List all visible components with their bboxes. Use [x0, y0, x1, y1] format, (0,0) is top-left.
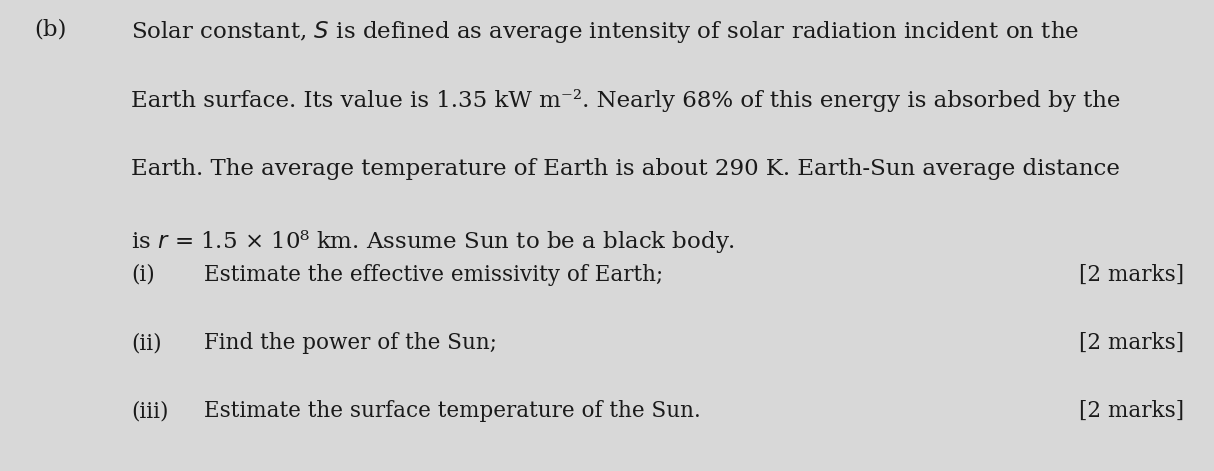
Text: Find the power of the Sun;: Find the power of the Sun; [204, 332, 497, 354]
Text: (ii): (ii) [131, 332, 161, 354]
Text: Earth. The average temperature of Earth is about 290 K. Earth-Sun average distan: Earth. The average temperature of Earth … [131, 158, 1121, 180]
Text: (iii): (iii) [131, 400, 169, 422]
Text: Estimate the effective emissivity of Earth;: Estimate the effective emissivity of Ear… [204, 264, 663, 286]
Text: Estimate the surface temperature of the Sun.: Estimate the surface temperature of the … [204, 400, 700, 422]
Text: Earth surface. Its value is 1.35 kW m⁻². Nearly 68% of this energy is absorbed b: Earth surface. Its value is 1.35 kW m⁻².… [131, 89, 1121, 112]
Text: is $r$ = 1.5 × 10⁸ km. Assume Sun to be a black body.: is $r$ = 1.5 × 10⁸ km. Assume Sun to be … [131, 228, 736, 255]
Text: [2 marks]: [2 marks] [1078, 332, 1184, 354]
Text: Solar constant, $S$ is defined as average intensity of solar radiation incident : Solar constant, $S$ is defined as averag… [131, 19, 1079, 45]
Text: (b): (b) [34, 19, 67, 41]
Text: (i): (i) [131, 264, 155, 286]
Text: [2 marks]: [2 marks] [1078, 264, 1184, 286]
Text: [2 marks]: [2 marks] [1078, 400, 1184, 422]
